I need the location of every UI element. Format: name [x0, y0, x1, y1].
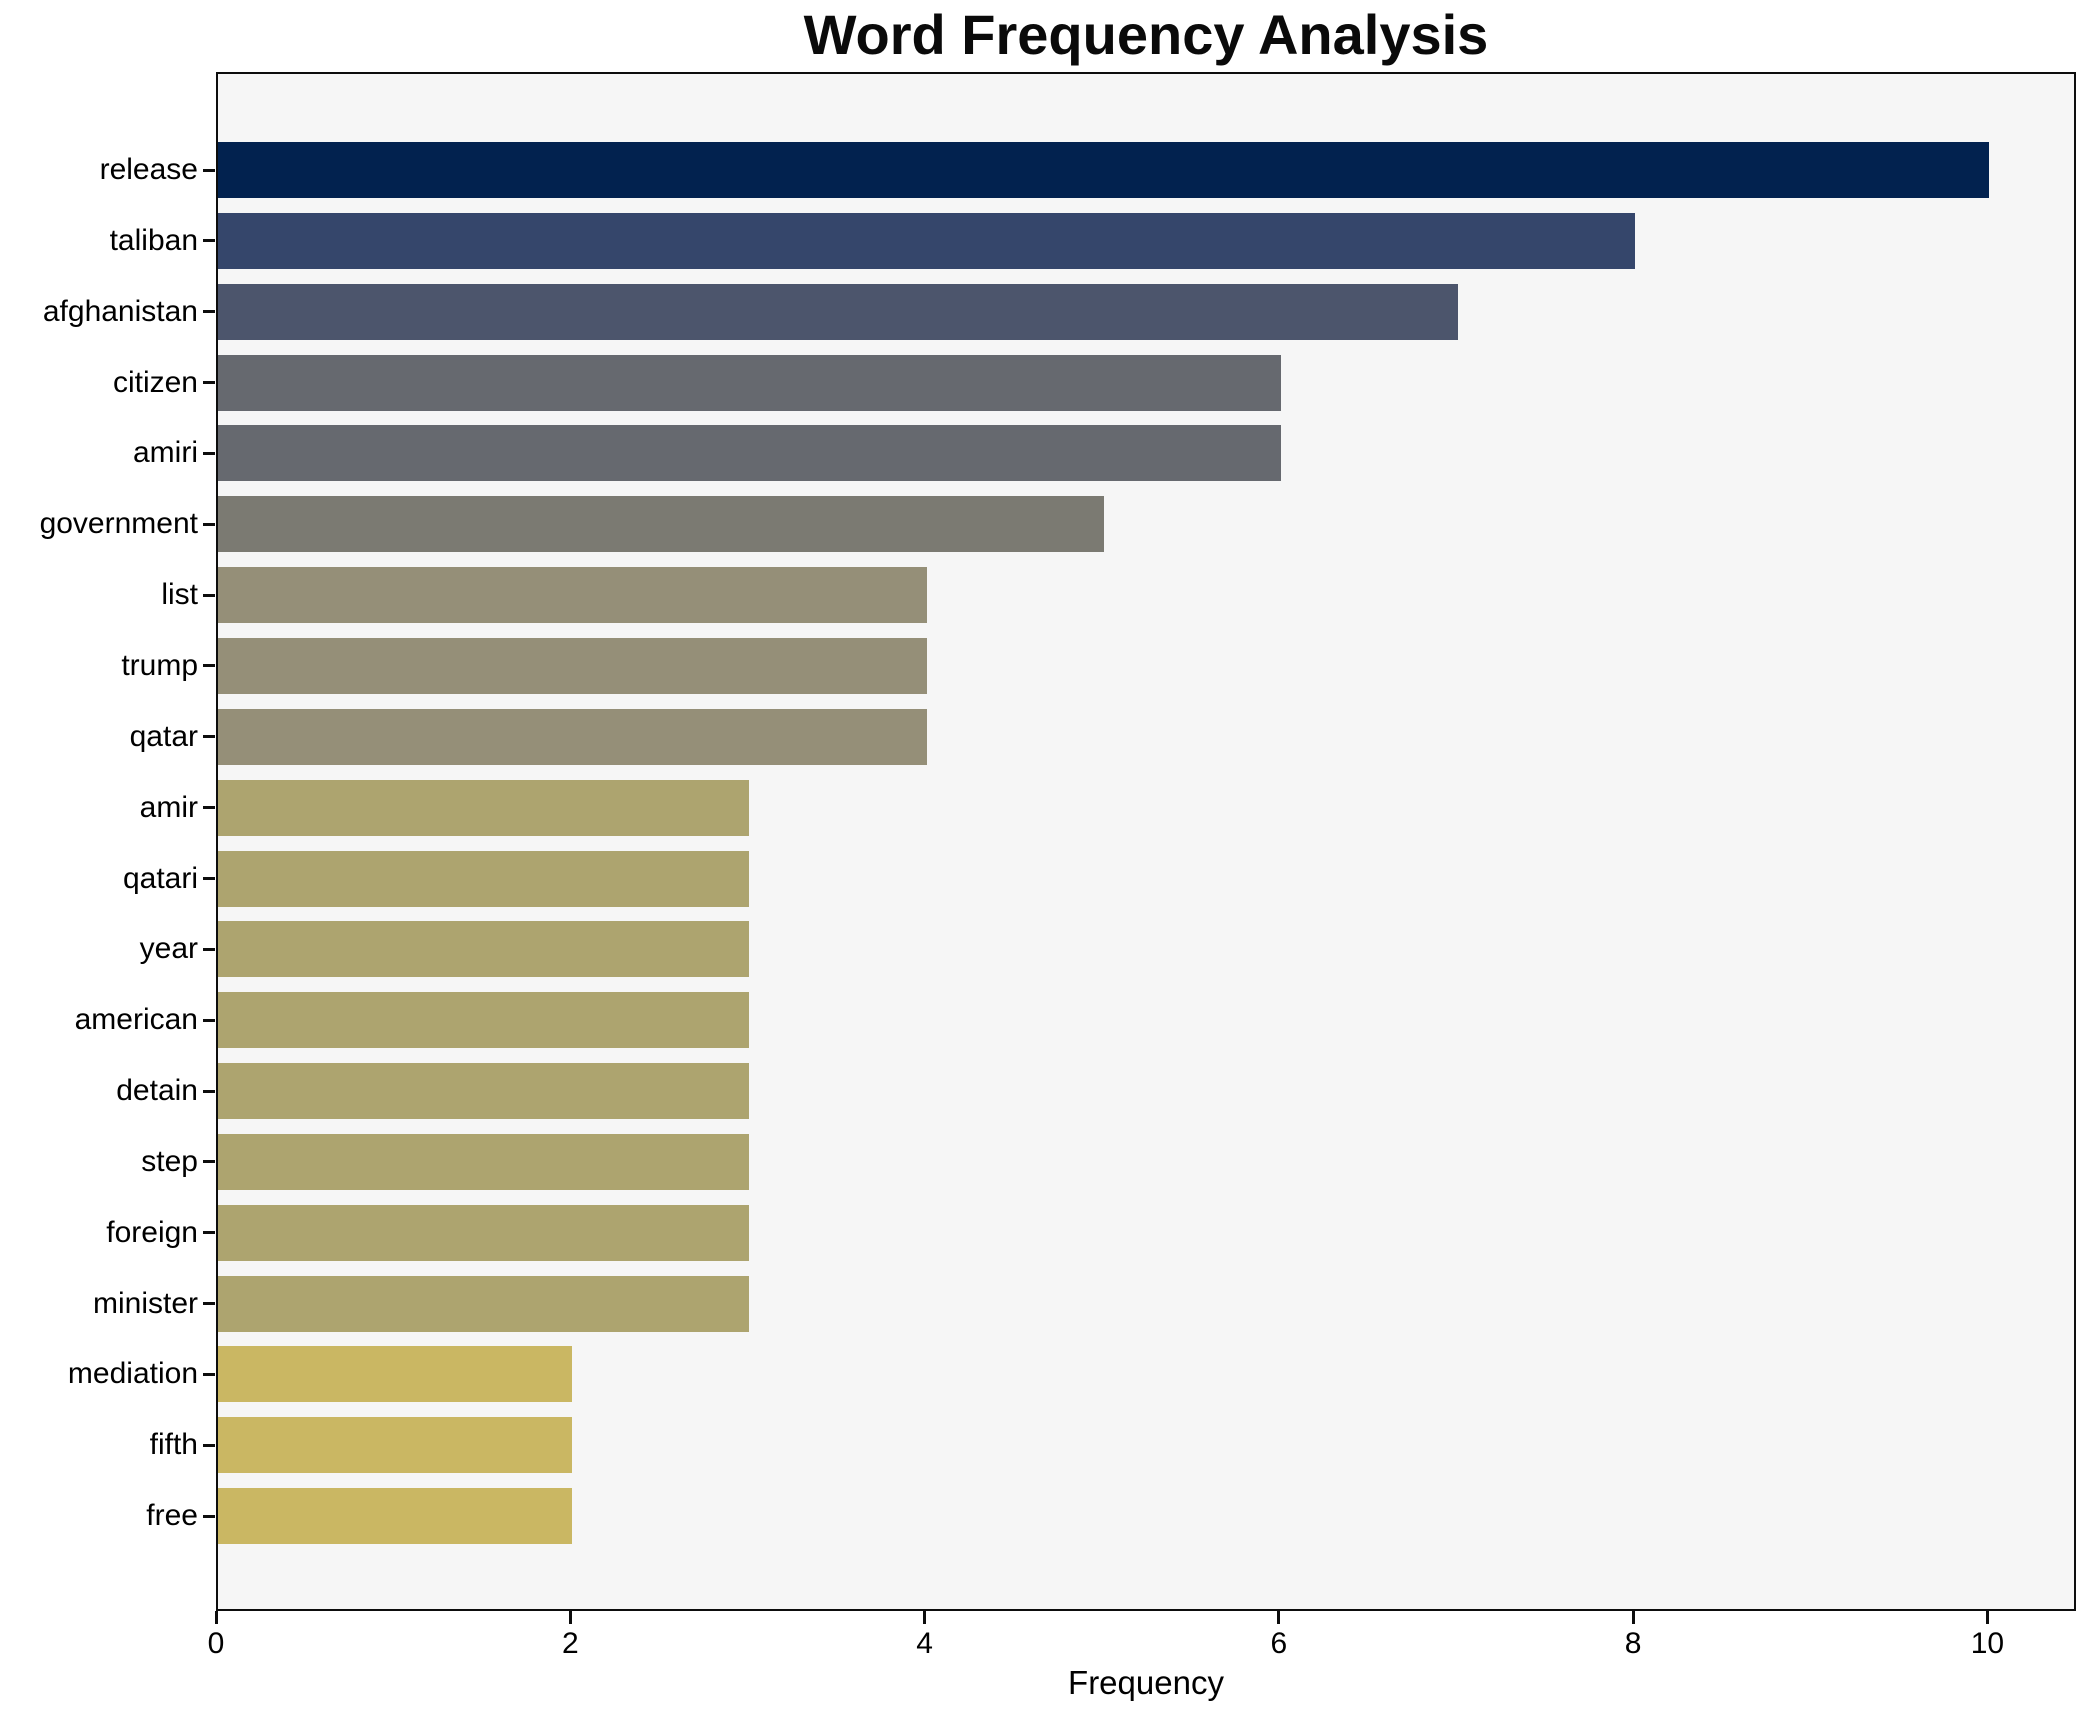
x-tick: [1277, 1611, 1281, 1624]
y-tick: [203, 1514, 215, 1518]
x-tick-label: 8: [1624, 1627, 1642, 1660]
y-tick: [203, 1443, 215, 1447]
bar-foreign: [218, 1204, 750, 1261]
y-axis-label: minister: [92, 1286, 198, 1320]
bar-qatari: [218, 850, 750, 907]
bar-trump: [218, 637, 927, 694]
x-tick-label: 10: [1970, 1627, 2005, 1660]
plot-area: [216, 72, 2076, 1611]
bar-amir: [218, 779, 750, 836]
bar-government: [218, 496, 1104, 553]
y-tick: [203, 1231, 215, 1235]
y-axis-label: list: [161, 578, 198, 612]
y-axis-label: qatar: [129, 719, 198, 753]
y-axis-label: afghanistan: [42, 294, 198, 328]
chart-title: Word Frequency Analysis: [803, 3, 1489, 66]
x-tick: [923, 1611, 927, 1624]
bar-american: [218, 992, 750, 1049]
y-axis-label: qatari: [122, 861, 198, 895]
y-tick: [203, 310, 215, 314]
bar-step: [218, 1133, 750, 1190]
y-tick: [203, 1018, 215, 1022]
y-tick: [203, 1302, 215, 1306]
x-tick-label: 4: [916, 1627, 933, 1660]
bar-mediation: [218, 1346, 573, 1403]
y-axis-label: taliban: [109, 223, 198, 257]
bar-list: [218, 567, 927, 624]
x-axis-title: Frequency: [1068, 1664, 1224, 1701]
y-axis-label: free: [146, 1499, 198, 1533]
y-tick: [203, 664, 215, 668]
y-axis-label: release: [99, 153, 198, 186]
y-tick: [203, 1160, 215, 1164]
y-axis-label: step: [141, 1144, 198, 1178]
bar-afghanistan: [218, 283, 1458, 340]
y-axis-label: mediation: [67, 1357, 198, 1391]
y-tick: [203, 1372, 215, 1376]
y-axis-label: citizen: [112, 365, 198, 399]
y-axis-label: american: [74, 1003, 198, 1037]
y-axis-label: trump: [121, 648, 198, 682]
bar-qatar: [218, 708, 927, 765]
x-tick: [1985, 1611, 1989, 1624]
bar-free: [218, 1488, 573, 1545]
bar-fifth: [218, 1417, 573, 1474]
y-tick: [203, 381, 215, 385]
y-tick: [203, 947, 215, 951]
y-axis-label: amiri: [133, 436, 198, 470]
bar-amiri: [218, 425, 1281, 482]
y-tick: [203, 735, 215, 739]
x-tick: [568, 1611, 572, 1624]
y-axis-label: fifth: [149, 1428, 198, 1462]
y-tick: [203, 451, 215, 455]
y-axis-label: year: [139, 932, 198, 966]
y-tick: [203, 168, 215, 172]
y-tick: [203, 239, 215, 243]
bar-year: [218, 921, 750, 978]
y-tick: [203, 806, 215, 810]
y-axis-label: amir: [139, 790, 198, 824]
bar-taliban: [218, 212, 1636, 269]
bar-detain: [218, 1063, 750, 1120]
y-axis-label: government: [39, 507, 198, 541]
bar-minister: [218, 1275, 750, 1332]
y-tick: [203, 877, 215, 880]
x-tick: [1631, 1611, 1635, 1624]
x-tick-label: 2: [561, 1627, 579, 1660]
y-tick: [203, 1089, 215, 1093]
x-tick-label: 0: [207, 1627, 225, 1660]
y-axis-label: foreign: [106, 1215, 198, 1249]
bar-citizen: [218, 354, 1281, 411]
y-tick: [203, 593, 215, 597]
y-tick: [203, 522, 215, 526]
bar-release: [218, 142, 1990, 198]
x-tick: [214, 1611, 218, 1624]
x-tick-label: 6: [1270, 1627, 1288, 1660]
y-axis-label: detain: [116, 1074, 198, 1108]
